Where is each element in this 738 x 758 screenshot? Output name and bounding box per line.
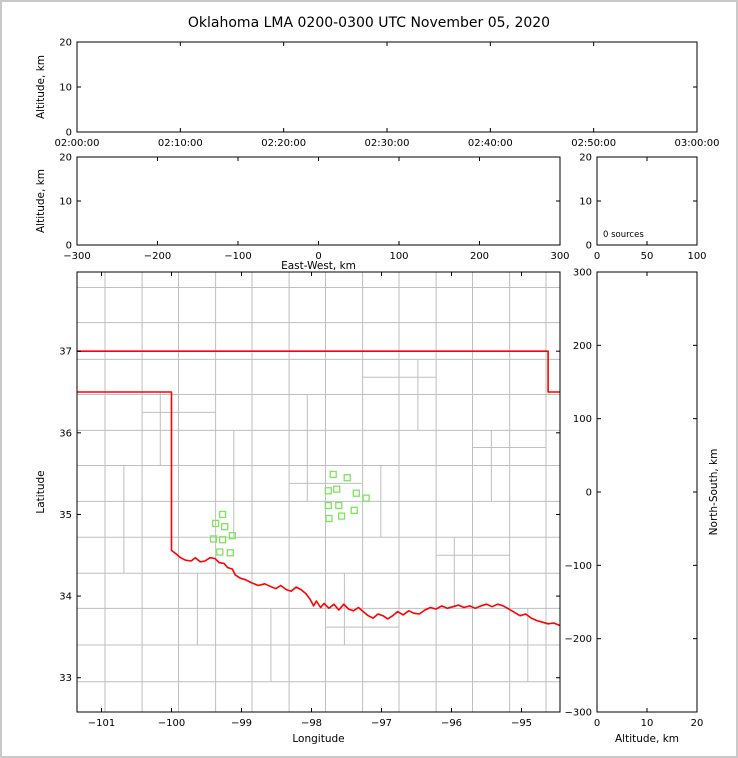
lma-station-marker	[226, 549, 234, 557]
y-tick-label: 10	[579, 197, 592, 208]
lma-station-marker	[337, 512, 346, 520]
y-tick-label: 0	[586, 241, 592, 252]
y-axis-label: Altitude, km	[35, 169, 47, 233]
ew_height_panel: −300 −200 −100 0 100 200 300 0 10 20 East-West, km…	[35, 153, 570, 273]
x-tick-label: −99	[231, 718, 252, 729]
x-tick-label: 02:00:00	[55, 138, 100, 149]
lma-station-marker	[362, 494, 370, 502]
lma-station-marker	[335, 501, 343, 510]
x-tick-label: 10	[641, 718, 654, 729]
x-tick-label: 02:30:00	[365, 138, 410, 149]
lma-station-marker	[350, 506, 358, 515]
lma-station-marker	[218, 510, 227, 519]
y-tick-label: 35	[59, 510, 72, 521]
y-tick-label: 37	[59, 347, 72, 358]
x-tick-label: −101	[88, 718, 115, 729]
x-tick-label: 20	[691, 718, 704, 729]
x-axis-label: Altitude, km	[615, 733, 679, 745]
x-tick-label: −100	[158, 718, 185, 729]
x-tick-label: 0	[315, 251, 321, 262]
lma-station-marker	[209, 535, 218, 543]
y-tick-label: 0	[586, 488, 592, 499]
x-tick-label: 03:00:00	[675, 138, 720, 149]
y-tick-label: 33	[59, 673, 72, 684]
y-tick-label: 10	[59, 83, 72, 94]
x-tick-label: −300	[63, 251, 90, 262]
x-tick-label: −96	[441, 718, 462, 729]
axes-frame	[76, 271, 561, 713]
x-tick-label: 100	[389, 251, 408, 262]
y-axis-label-right: North-South, km	[708, 449, 720, 536]
x-tick-label: −200	[144, 251, 171, 262]
altitude_histogram_panel: 0 50 100 0 10 20 0 sources	[579, 153, 706, 263]
y-tick-label: −200	[565, 634, 592, 645]
x-tick-label: −97	[371, 718, 392, 729]
source-count-annotation: 0 sources	[603, 230, 644, 240]
lma-station-marker	[352, 489, 360, 497]
y-tick-label: 300	[573, 268, 592, 279]
y-axis-label: Altitude, km	[35, 55, 47, 119]
x-tick-label: −98	[301, 718, 322, 729]
lma-station-marker	[221, 523, 229, 531]
figure-title: Oklahoma LMA 0200-0300 UTC November 05, …	[187, 15, 551, 31]
x-tick-label: 100	[687, 251, 706, 262]
lma-station-marker	[211, 519, 220, 528]
y-tick-label: −100	[565, 561, 592, 572]
x-tick-label: 0	[594, 251, 600, 262]
lma-station-marker	[218, 536, 227, 544]
axes-frame	[76, 156, 561, 246]
x-tick-label: 0	[594, 718, 600, 729]
lma-station-marker	[329, 470, 337, 479]
time_height_panel: 02:00:00 02:10:00 02:20:00 02:30:00 02:40:00…	[35, 38, 719, 150]
lma-station-marker	[324, 487, 332, 495]
x-tick-label: 50	[641, 251, 654, 262]
plan_view_map_panel: −101 −100 −99 −98 −97 −96 −95 33 34 35 36 37 Longitu…	[35, 271, 561, 745]
y-tick-label: 0	[66, 241, 72, 252]
oklahoma-state-border	[77, 350, 560, 627]
lma-station-marker	[343, 474, 351, 482]
x-tick-label: 200	[470, 251, 489, 262]
x-tick-label: −100	[224, 251, 251, 262]
y-tick-label: 20	[59, 153, 72, 164]
lma-station-marker	[216, 548, 224, 556]
y-tick-label: −300	[565, 708, 592, 719]
lma-station-marker	[333, 485, 341, 493]
y-tick-label: 10	[59, 197, 72, 208]
y-tick-label: 20	[579, 153, 592, 164]
y-tick-label: 0	[66, 128, 72, 139]
x-tick-label: 02:10:00	[158, 138, 203, 149]
x-tick-label: 02:40:00	[468, 138, 513, 149]
y-tick-label: 20	[59, 38, 72, 49]
y-axis-label: Latitude	[35, 470, 47, 513]
axes-frame	[76, 41, 698, 133]
x-tick-label: 02:50:00	[571, 138, 616, 149]
y-tick-label: 200	[573, 341, 592, 352]
y-tick-label: 100	[573, 414, 592, 425]
axes-frame	[596, 271, 698, 713]
y-tick-label: 34	[59, 592, 72, 603]
x-tick-label: −95	[511, 718, 532, 729]
x-axis-label: East-West, km	[281, 260, 356, 272]
y-tick-label: 36	[59, 428, 72, 439]
ns_height_panel: 0 10 20 −300 −200 −100 0 100 200 300 Altitude, km N…	[565, 268, 720, 746]
lma-station-marker	[325, 514, 333, 523]
x-tick-label: 02:20:00	[261, 138, 306, 149]
lma-station-marker	[228, 532, 237, 540]
x-tick-label: 300	[550, 251, 569, 262]
lma-station-marker	[324, 501, 332, 510]
x-axis-label: Longitude	[292, 733, 344, 745]
